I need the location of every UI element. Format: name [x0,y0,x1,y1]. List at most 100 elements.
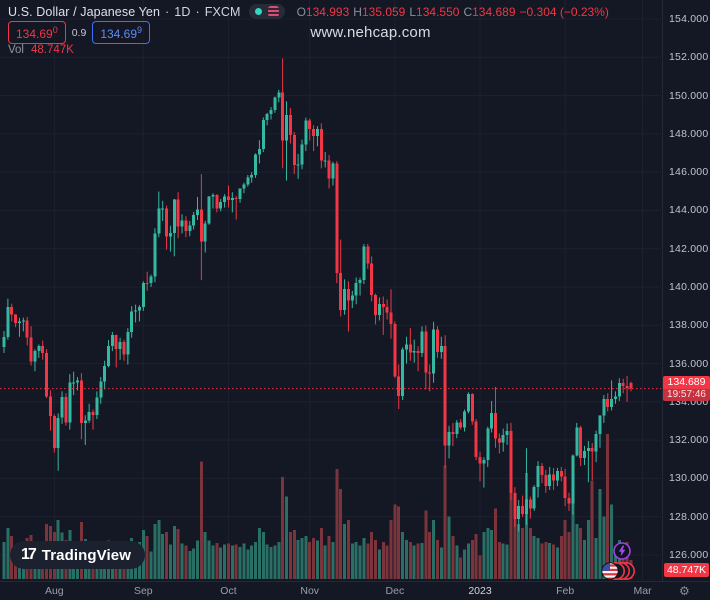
candle-body [482,460,486,464]
volume-bar [443,465,447,579]
candle-body [443,345,447,446]
candle-body [285,114,289,141]
volume-bar [393,504,397,579]
candle-body [188,225,192,232]
sell-button[interactable]: 134.690 [8,21,66,44]
candle-body [118,342,122,350]
volume-bar [234,544,238,579]
candle-body [292,135,296,166]
candle-body [21,320,25,322]
volume-bar [579,528,583,579]
price-tick-label: 136.000 [669,357,709,370]
volume-bar [196,540,199,579]
candle-body [300,144,304,165]
price-tick-label: 138.000 [669,319,709,332]
us-economic-events-icon[interactable] [600,560,638,582]
volume-bar [257,528,261,579]
candle-body [211,194,215,197]
tradingview-mark-icon: 17 [21,546,37,563]
axis-settings-gear-icon[interactable]: ⚙ [679,584,690,598]
candle-body [552,474,556,481]
candle-body [505,431,509,435]
volume-bar [459,557,463,579]
volume-bar [350,543,354,579]
volume-bar [265,544,269,579]
candle-body [296,164,300,166]
candle-body [606,398,610,408]
candle-body [389,312,393,324]
last-price-label: 134.689 19:57:46 [663,375,710,401]
candle-body [424,331,428,373]
volume-bar [343,524,347,579]
candle-body [432,329,436,374]
tradingview-logo[interactable]: 17 TradingView [10,541,145,569]
candle-body [261,119,265,149]
buy-button[interactable]: 134.699 [92,21,151,44]
volume-bar [188,550,192,579]
candle-body [509,431,513,493]
candle-body [176,199,180,227]
price-axis[interactable]: 126.000 128.000 130.000 132.000 134.000 136.0… [662,0,710,581]
volume-bar [288,531,292,579]
volume-bar [180,543,184,579]
volume-bar [490,530,494,579]
volume-bar [176,528,180,579]
candle-body [6,307,10,337]
volume-bar [277,541,281,579]
candle-body [41,346,45,353]
candle-body [281,92,285,141]
candle-body [428,372,432,374]
candle-body [586,448,590,451]
time-tick-label: Sep [133,585,153,597]
candle-body [99,381,103,398]
price-tick-label: 130.000 [669,472,709,485]
candle-body [114,335,118,350]
series-visibility-toggle[interactable] [248,4,285,19]
candle-body [478,456,482,464]
volume-bar [246,549,250,579]
candle-body [451,431,455,434]
candle-body [308,120,312,130]
candle-body [613,396,617,399]
high-value: 135.059 [361,4,406,19]
candle-body [335,163,339,274]
candle-body [625,385,629,388]
candle-body [68,382,72,423]
candle-body [343,289,347,310]
volume-bar [362,537,366,579]
candle-body [540,465,544,476]
candle-body [137,306,141,311]
volume-bar [335,469,339,579]
volume-bar [594,537,598,579]
candle-body [33,350,37,362]
volume-bar [157,520,161,579]
volume-bar [432,520,436,579]
candle-body [269,109,273,114]
candle-body [192,215,196,226]
candle-body [497,438,501,443]
volume-bar [153,524,157,579]
time-axis[interactable]: ⚙ Aug Sep Oct Nov Dec 2023 Feb Mar [0,581,710,600]
volume-bar [598,488,602,579]
candle-body [602,398,606,416]
volume-bar [292,530,296,579]
candlestick-chart-pane[interactable] [0,0,661,580]
candle-body [408,344,412,353]
volume-bar [590,481,594,579]
volume-bar [455,545,459,579]
volume-bar [463,549,467,579]
candle-body [72,382,76,384]
symbol-title[interactable]: U.S. Dollar / Japanese Yen · 1D · FXCM [8,4,241,19]
volume-bar [315,540,319,579]
watermark: www.nehcap.com [310,24,431,41]
volume-bar [215,542,219,579]
candle-body [416,351,420,353]
ohlc-readout: O134.993 H135.059 L134.550 C134.689 −0.3… [296,4,609,19]
price-tick-label: 140.000 [669,281,709,293]
volume-bar [261,531,265,579]
candle-body [76,380,80,383]
volume-bar [273,545,277,579]
candle-body [463,411,467,428]
economic-event-lightning-icon[interactable] [612,541,632,561]
candle-body [412,351,416,353]
